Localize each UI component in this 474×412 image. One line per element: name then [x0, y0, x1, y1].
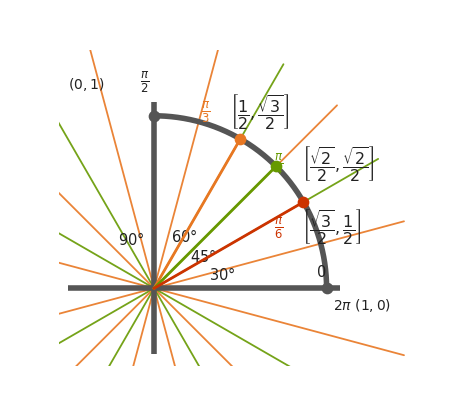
Text: $30°$: $30°$ — [210, 266, 236, 283]
Point — [237, 136, 244, 142]
Text: $2\pi\ (1,0)$: $2\pi\ (1,0)$ — [334, 297, 392, 314]
Text: $\frac{\pi}{4}$: $\frac{\pi}{4}$ — [273, 152, 283, 177]
Point — [150, 112, 158, 119]
Text: $\frac{\pi}{3}$: $\frac{\pi}{3}$ — [201, 100, 210, 125]
Text: $\left[\dfrac{1}{2},\dfrac{\sqrt{3}}{2}\right]$: $\left[\dfrac{1}{2},\dfrac{\sqrt{3}}{2}\… — [230, 93, 289, 132]
Text: $\frac{\pi}{2}$: $\frac{\pi}{2}$ — [140, 70, 149, 95]
Text: $90°$: $90°$ — [118, 232, 145, 248]
Text: $\left[\dfrac{\sqrt{2}}{2},\dfrac{\sqrt{2}}{2}\right]$: $\left[\dfrac{\sqrt{2}}{2},\dfrac{\sqrt{… — [302, 145, 375, 184]
Text: $\frac{\pi}{6}$: $\frac{\pi}{6}$ — [273, 215, 283, 241]
Text: $60°$: $60°$ — [172, 228, 198, 245]
Point — [300, 199, 307, 205]
Text: $0$: $0$ — [316, 264, 327, 280]
Text: $\left[\dfrac{\sqrt{3}}{2},\dfrac{1}{2}\right]$: $\left[\dfrac{\sqrt{3}}{2},\dfrac{1}{2}\… — [302, 208, 362, 247]
Text: $(0, 1)$: $(0, 1)$ — [68, 76, 104, 93]
Point — [323, 285, 330, 292]
Point — [272, 163, 280, 170]
Text: $45°$: $45°$ — [191, 248, 217, 265]
